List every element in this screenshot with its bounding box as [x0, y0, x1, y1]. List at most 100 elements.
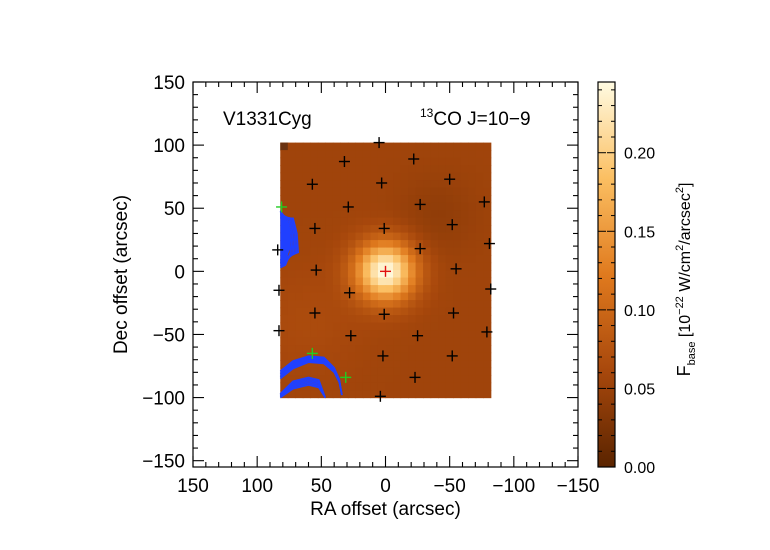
heatmap-cell: [460, 232, 469, 241]
heatmap-cell: [438, 180, 447, 189]
heatmap-cell: [430, 247, 439, 256]
heatmap-cell: [453, 300, 462, 309]
heatmap-cell: [400, 262, 409, 271]
heatmap-cell: [362, 157, 372, 166]
heatmap-cell: [423, 315, 432, 324]
heatmap-cell: [377, 187, 387, 196]
line-label-sup: 13: [420, 106, 434, 120]
heatmap-cell: [445, 367, 454, 376]
heatmap-cell: [423, 217, 432, 226]
heatmap-cell: [377, 225, 387, 234]
heatmap-cell: [408, 217, 417, 226]
heatmap-cell: [423, 210, 432, 219]
heatmap-cell: [310, 285, 319, 294]
heatmap-cell: [280, 375, 289, 384]
heatmap-cell: [453, 307, 462, 316]
heatmap-cell: [325, 337, 334, 346]
heatmap-cell: [453, 165, 462, 174]
spaxel-marker: [478, 196, 490, 208]
heatmap-cell: [362, 360, 372, 369]
heatmap-cell: [302, 232, 311, 241]
heatmap-cell: [468, 292, 477, 301]
heatmap-cell: [430, 195, 439, 204]
heatmap-cell: [460, 202, 469, 211]
heatmap-cell: [400, 195, 409, 204]
heatmap-cell: [468, 345, 477, 354]
heatmap-cell: [438, 292, 447, 301]
heatmap-cell: [340, 172, 349, 181]
heatmap-cell: [423, 285, 432, 294]
heatmap-cell: [377, 157, 387, 166]
heatmap-cell: [355, 180, 364, 189]
heatmap-cell: [438, 345, 447, 354]
heatmap-cell: [325, 300, 334, 309]
heatmap-cell: [287, 322, 296, 331]
heatmap-cell: [393, 202, 402, 211]
heatmap-cell: [475, 345, 484, 354]
heatmap-cell: [280, 292, 289, 301]
heatmap-cell: [347, 165, 357, 174]
heatmap-cell: [287, 390, 296, 399]
heatmap-cell: [445, 390, 454, 399]
heatmap-cell: [423, 172, 432, 181]
heatmap-cell: [483, 172, 492, 181]
heatmap-cell: [347, 315, 357, 324]
heatmap-cell: [423, 367, 432, 376]
heatmap-cell: [468, 300, 477, 309]
heatmap-cell: [468, 322, 477, 331]
heatmap-cell: [370, 330, 379, 339]
heatmap-cell: [332, 262, 341, 271]
spaxel-marker: [376, 177, 388, 189]
heatmap-cell: [332, 345, 341, 354]
heatmap-cell: [430, 285, 439, 294]
x-axis-label: RA offset (arcsec): [310, 499, 461, 520]
heatmap-cell: [362, 255, 372, 264]
heatmap-cell: [310, 195, 319, 204]
heatmap-cell: [475, 150, 484, 159]
heatmap-cell: [355, 232, 364, 241]
heatmap-cell: [400, 277, 409, 286]
heatmap-cell: [475, 375, 484, 384]
spaxel-marker: [344, 287, 356, 299]
heatmap-cell: [347, 210, 357, 219]
heatmap-cell: [317, 202, 326, 211]
heatmap-cell: [393, 142, 402, 151]
heatmap-cell: [453, 277, 462, 286]
heatmap-cell: [317, 367, 326, 376]
heatmap-cell: [295, 150, 304, 159]
heatmap-cell: [430, 217, 439, 226]
heatmap-cell: [302, 157, 311, 166]
heatmap-cell: [325, 202, 334, 211]
heatmap-cell: [317, 337, 326, 346]
heatmap-cell: [445, 352, 454, 361]
heatmap-cell: [483, 270, 492, 279]
heatmap-cell: [355, 375, 364, 384]
heatmap-cell: [340, 247, 349, 256]
heatmap-cell: [460, 277, 469, 286]
heatmap-cell: [423, 345, 432, 354]
heatmap-cell: [370, 285, 379, 294]
heatmap-cell: [295, 270, 304, 279]
y-tick-label: 50: [164, 199, 185, 220]
heatmap-cell: [468, 255, 477, 264]
heatmap-cell: [310, 367, 319, 376]
heatmap-cell: [310, 300, 319, 309]
heatmap-cell: [385, 375, 394, 384]
heatmap-cell: [317, 390, 326, 399]
heatmap-cell: [453, 322, 462, 331]
heatmap-cell: [400, 367, 409, 376]
heatmap-cell: [460, 225, 469, 234]
heatmap-cell: [340, 292, 349, 301]
heatmap-cell: [423, 262, 432, 271]
heatmap-cell: [400, 165, 409, 174]
heatmap-cell: [408, 285, 417, 294]
heatmap-cell: [362, 180, 372, 189]
heatmap-cell: [332, 367, 341, 376]
heatmap-cell: [385, 382, 394, 391]
line-label-main: CO J=10−9: [433, 109, 530, 130]
heatmap-cell: [468, 172, 477, 181]
heatmap-cell: [400, 157, 409, 166]
heatmap-cell: [287, 292, 296, 301]
heatmap-cell: [430, 330, 439, 339]
